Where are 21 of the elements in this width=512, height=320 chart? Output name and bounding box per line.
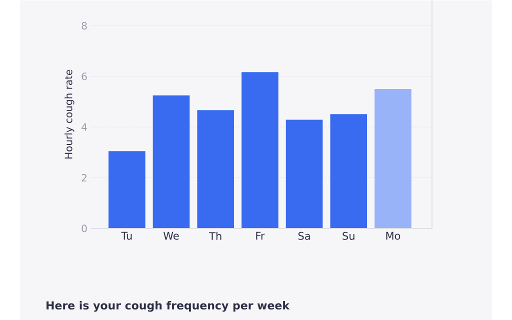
y-tick-label: 8 (82, 22, 87, 30)
bar (374, 88, 412, 228)
bar (152, 95, 190, 228)
x-tick-label: Sa (298, 232, 310, 240)
bar (108, 150, 146, 228)
x-tick-label: Mo (386, 232, 400, 240)
x-tick-label: Su (342, 232, 354, 240)
text: Here is your cough frequency per week (46, 300, 290, 312)
bar (330, 114, 368, 228)
y-tick-label: 6 (82, 72, 87, 80)
x-tick-label: Fr (256, 232, 265, 240)
bar (242, 72, 278, 228)
x-tick-label: Tu (121, 232, 132, 240)
bar (197, 110, 234, 228)
x-tick-label: Th (209, 232, 222, 240)
y-tick-label: 0 (82, 224, 87, 232)
x-tick-label: We (163, 232, 179, 240)
y-tick-label: 2 (82, 174, 86, 182)
y-axis-title: Hourly cough rate (64, 70, 74, 158)
y-tick-label: 4 (82, 123, 87, 131)
bar (286, 120, 323, 228)
